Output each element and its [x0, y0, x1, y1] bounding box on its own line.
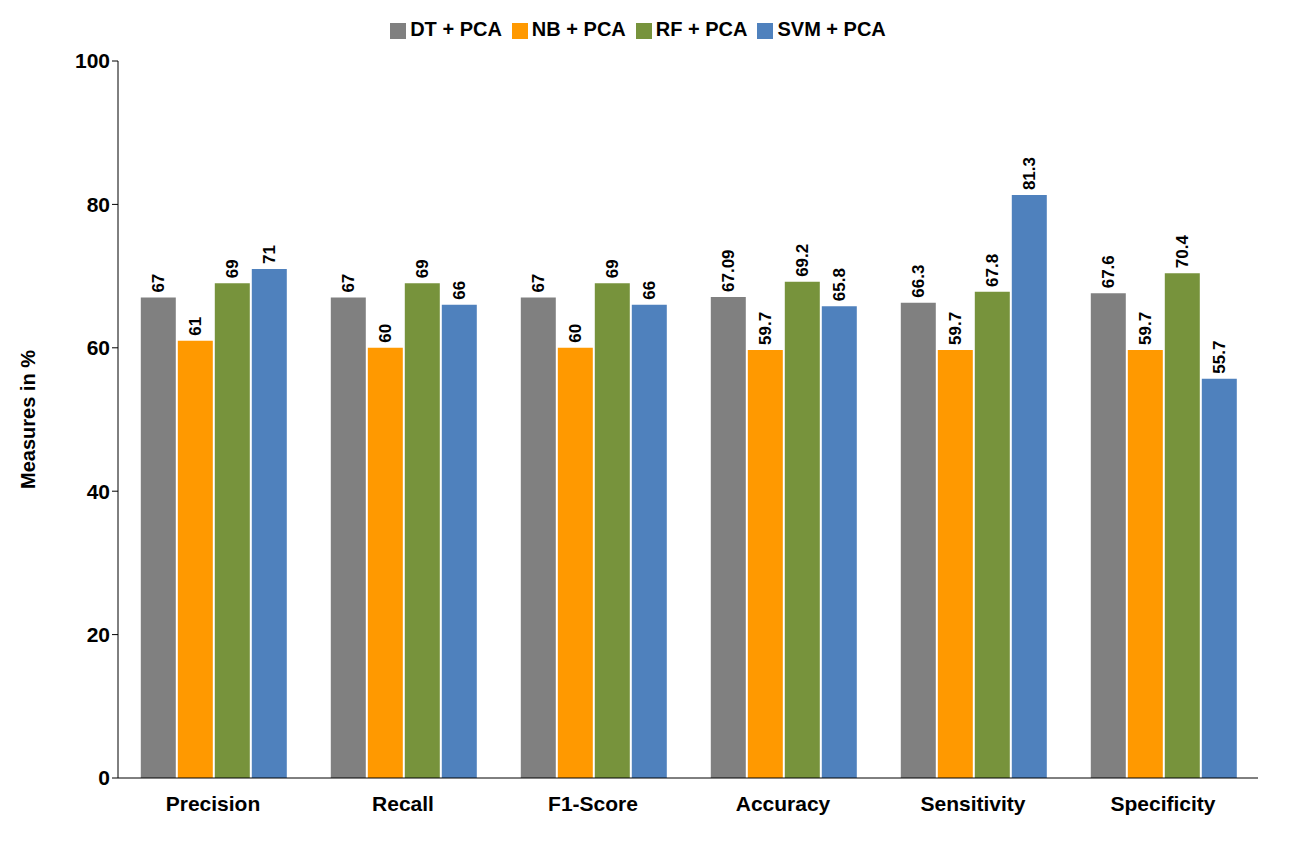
svg-text:67: 67: [149, 274, 168, 293]
svg-text:55.7: 55.7: [1210, 341, 1229, 374]
svg-text:59.7: 59.7: [756, 312, 775, 345]
svg-text:69: 69: [223, 259, 242, 278]
svg-text:65.8: 65.8: [830, 268, 849, 301]
svg-text:66.3: 66.3: [909, 265, 928, 298]
html-text:SVM + PCA: SVM + PCA: [777, 18, 886, 40]
svg-text:Recall: Recall: [372, 792, 434, 815]
svg-text:69: 69: [603, 259, 622, 278]
html-text:RF + PCA: RF + PCA: [655, 18, 748, 40]
svg-text:Sensitivity: Sensitivity: [920, 792, 1025, 815]
svg-text:Specificity: Specificity: [1110, 792, 1215, 815]
svg-text:67.6: 67.6: [1099, 255, 1118, 288]
svg-text:59.7: 59.7: [946, 312, 965, 345]
svg-text:66: 66: [450, 281, 469, 300]
svg-text:67.09: 67.09: [719, 249, 738, 292]
svg-text:70.4: 70.4: [1173, 235, 1192, 269]
html-text:DT + PCA: DT + PCA: [410, 18, 502, 40]
svg-text:40: 40: [87, 480, 110, 503]
svg-text:60: 60: [87, 336, 110, 359]
svg-text:60: 60: [566, 324, 585, 343]
svg-text:67: 67: [339, 274, 358, 293]
svg-text:F1-Score: F1-Score: [548, 792, 638, 815]
html-text:NB + PCA: NB + PCA: [531, 18, 626, 40]
svg-text:66: 66: [640, 281, 659, 300]
svg-text:80: 80: [87, 193, 110, 216]
svg-text:61: 61: [186, 317, 205, 336]
svg-text:67: 67: [529, 274, 548, 293]
svg-text:Precision: Precision: [166, 792, 261, 815]
svg-text:60: 60: [376, 324, 395, 343]
svg-text:67.8: 67.8: [983, 254, 1002, 287]
svg-text:69.2: 69.2: [793, 244, 812, 277]
svg-text:81.3: 81.3: [1020, 157, 1039, 190]
svg-text:Measures in %: Measures in %: [17, 350, 39, 489]
svg-text:100: 100: [75, 49, 110, 72]
svg-text:Accuracy: Accuracy: [736, 792, 831, 815]
svg-text:69: 69: [413, 259, 432, 278]
svg-text:0: 0: [98, 766, 110, 789]
svg-text:59.7: 59.7: [1136, 312, 1155, 345]
svg-text:71: 71: [260, 245, 279, 264]
svg-text:20: 20: [87, 623, 110, 646]
